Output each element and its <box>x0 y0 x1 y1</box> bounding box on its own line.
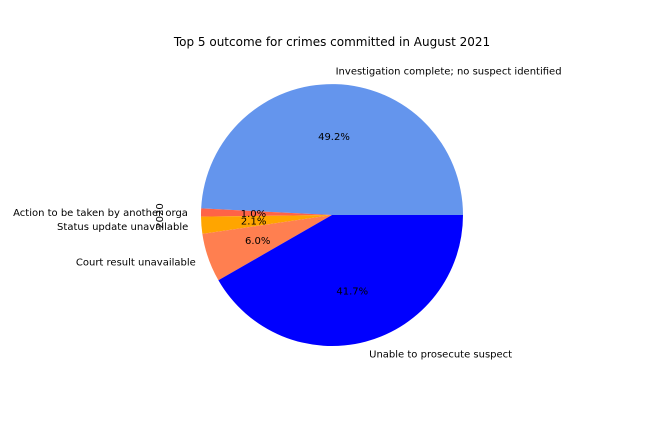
percent-label: 1.0% <box>241 209 266 220</box>
category-label: Court result unavailable <box>76 258 196 269</box>
pie-slice-court-result-unavailable <box>202 215 332 281</box>
category-label: Unable to prosecute suspect <box>369 350 512 361</box>
pie-slice-investigation-complete-no-suspect-identified <box>201 84 464 215</box>
percent-label: 41.7% <box>336 286 368 297</box>
pie-slice-unable-to-prosecute-suspect <box>218 215 463 347</box>
pie-slice-status-update-unavailable <box>201 215 332 234</box>
category-label: Status update unavailable <box>57 222 188 233</box>
pie-slice-action-to-be-taken-by-another-orga <box>201 208 332 217</box>
category-labels: Investigation complete; no suspect ident… <box>13 66 561 360</box>
percent-label: 6.0% <box>245 236 270 247</box>
percent-label: 2.1% <box>241 217 266 228</box>
category-label: Action to be taken by another orga <box>13 208 188 219</box>
category-label: Investigation complete; no suspect ident… <box>336 66 562 77</box>
percent-label: 49.2% <box>318 132 350 143</box>
percent-labels: 49.2% 1.0%2.1% 6.0% 41.7% <box>241 132 368 298</box>
y-axis-label: 2020 <box>155 203 166 228</box>
chart-title: Top 5 outcome for crimes committed in Au… <box>173 35 490 49</box>
pie-slices <box>201 84 464 347</box>
